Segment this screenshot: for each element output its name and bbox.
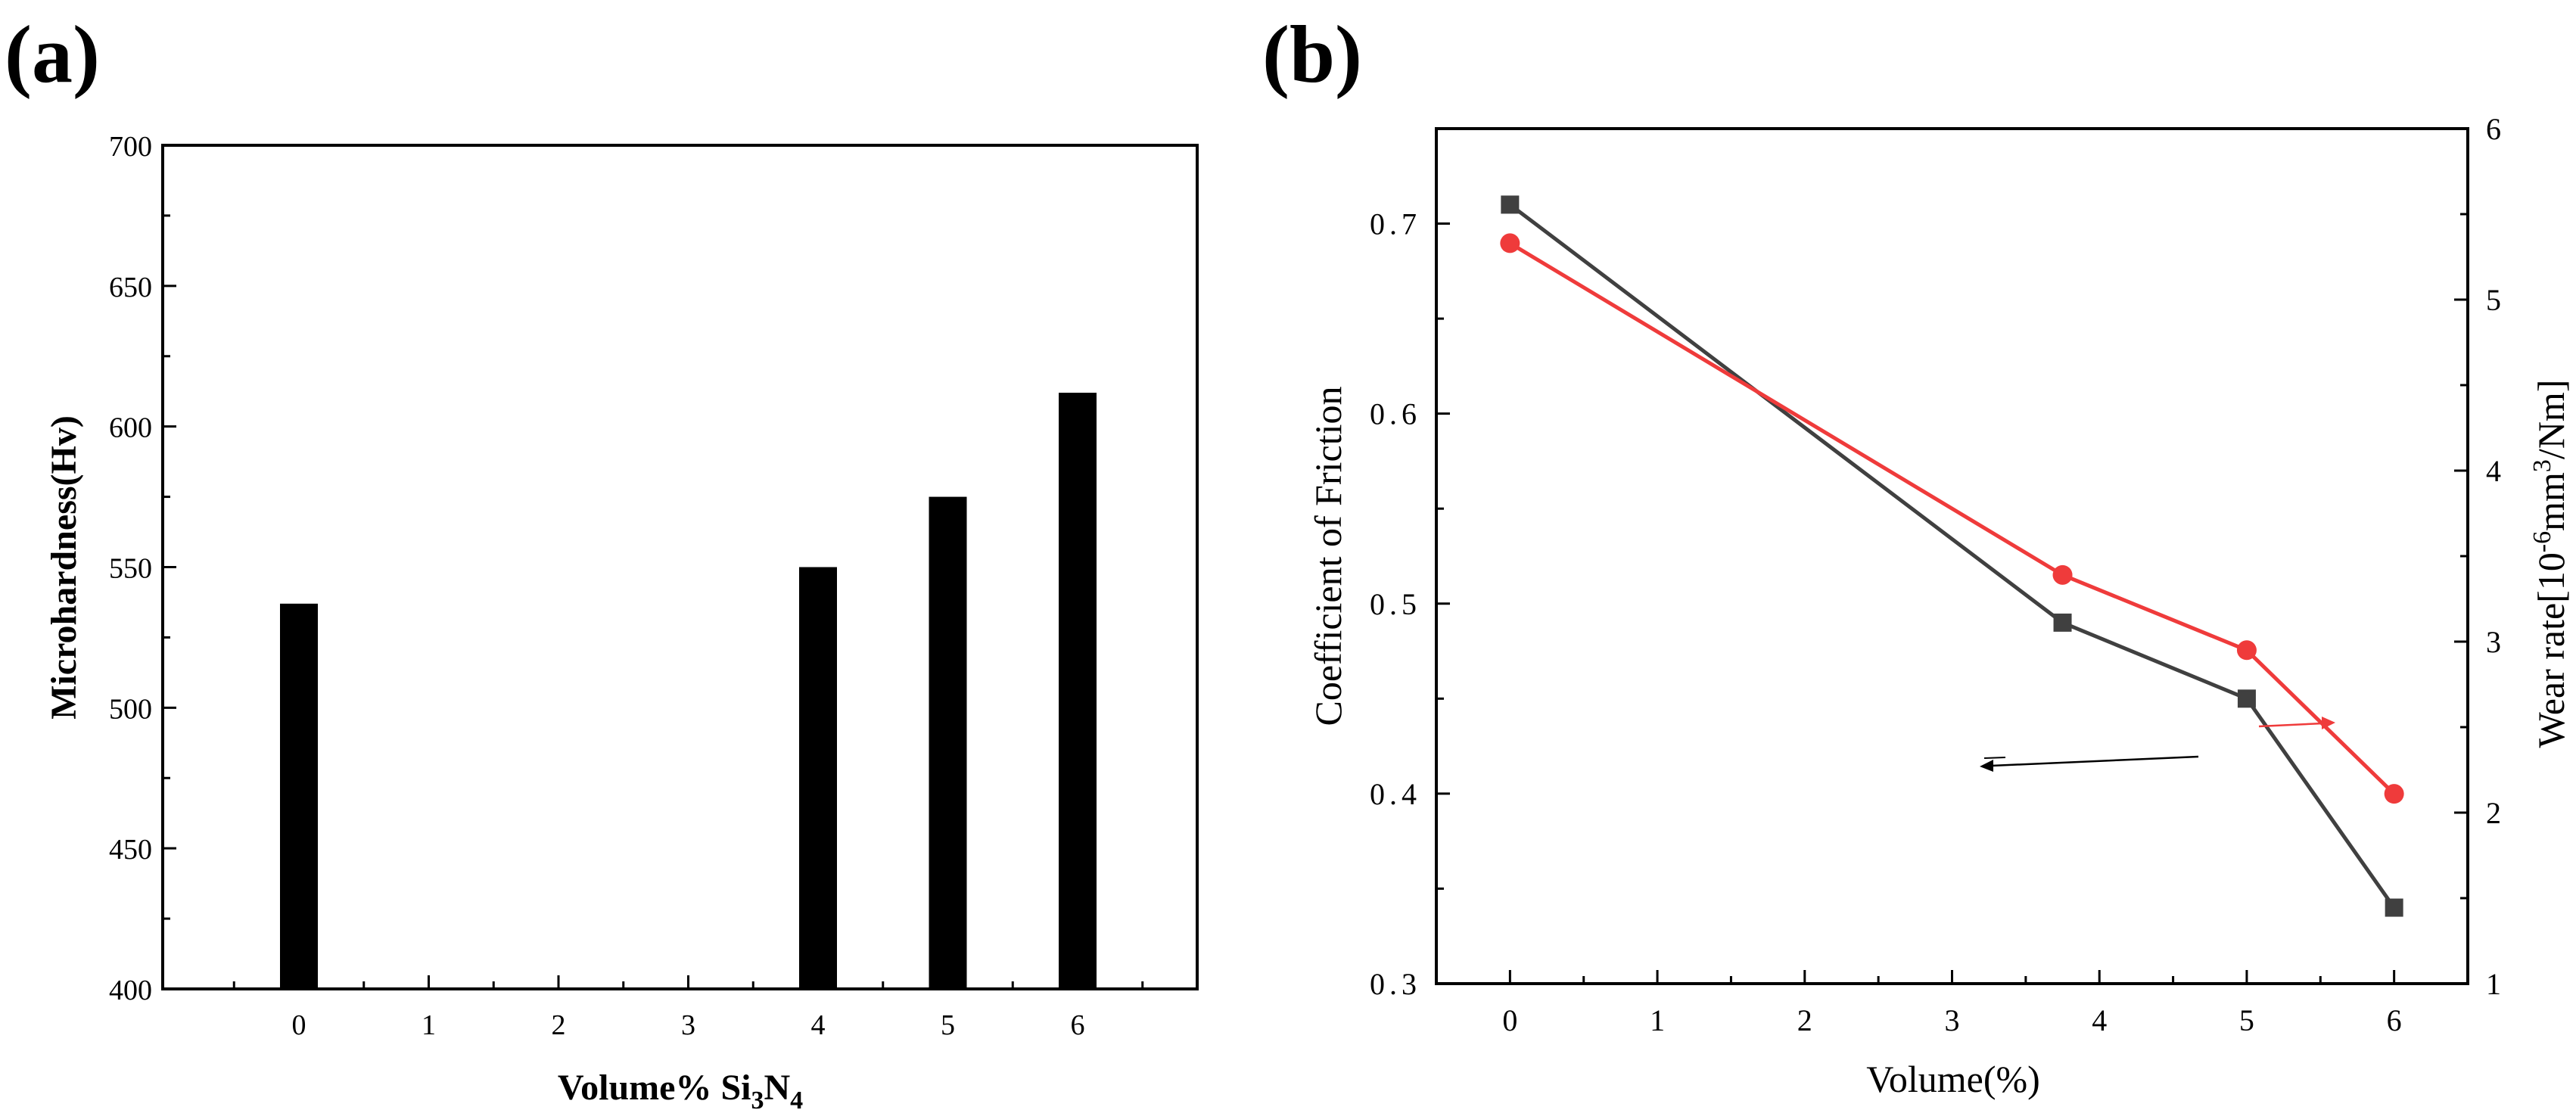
- right-tick-label: 1: [2486, 967, 2501, 1001]
- square-marker: [1501, 195, 1520, 214]
- right-tick-label: 6: [2486, 112, 2501, 146]
- x-label-sub1: 3: [751, 1087, 764, 1110]
- square-marker: [2237, 689, 2256, 708]
- y-tick-label: 600: [109, 412, 152, 444]
- y-tick-label: 550: [109, 553, 152, 585]
- right-label-sup1: -6: [2528, 531, 2556, 552]
- panel-b-right-axis-label: Wear rate[10-6mm3/Nm]: [2528, 380, 2572, 748]
- red-arrow-head: [2322, 717, 2335, 729]
- x-label-sub2: 4: [790, 1087, 803, 1110]
- left-tick-label: 0.6: [1370, 397, 1421, 431]
- panel-b-series: [1500, 195, 2404, 917]
- arrow-to-left-axis: [1983, 757, 2006, 759]
- x-tick-label: 4: [811, 1009, 826, 1041]
- circle-marker: [2052, 564, 2073, 585]
- panel-b-right-axis: 1 2 3 4 5 6: [2454, 112, 2501, 1001]
- x-tick-label: 5: [941, 1009, 955, 1041]
- square-marker: [2053, 613, 2072, 632]
- right-tick-label: 2: [2486, 796, 2501, 830]
- panel-b-x-axis-label: Volume(%): [1866, 1058, 2040, 1100]
- right-label-mid: mm: [2530, 472, 2572, 531]
- panel-a-y-axis: 400 450 500 550 600 650 700: [109, 131, 176, 1006]
- circle-marker: [2236, 640, 2257, 661]
- left-tick-label: 0.7: [1370, 207, 1421, 241]
- x-tick-label: 2: [552, 1009, 566, 1041]
- left-tick-label: 0.5: [1370, 587, 1421, 621]
- y-tick-label: 450: [109, 834, 152, 866]
- x-tick-label: 6: [2387, 1003, 2402, 1037]
- x-tick-label: 0: [1502, 1003, 1517, 1037]
- series-line-square: [1508, 203, 2396, 909]
- y-tick-label: 400: [109, 975, 152, 1006]
- panel-a-x-axis: 0 1 2 3 4 5 6: [232, 975, 1144, 1041]
- panel-a-y-axis-label: Microhardness(Hv): [44, 415, 84, 720]
- x-tick-label: 3: [681, 1009, 695, 1041]
- panel-b-label: (b): [1262, 10, 1362, 100]
- x-tick-label: 2: [1797, 1003, 1812, 1037]
- right-tick-label: 3: [2486, 625, 2501, 659]
- x-tick-label: 4: [2092, 1003, 2107, 1037]
- panel-a-x-axis-label: Volume% Si3N4: [558, 1068, 803, 1110]
- bar-6: [1059, 393, 1097, 989]
- black-arrow-shaft: [1991, 755, 2199, 767]
- x-tick-label: 1: [1650, 1003, 1665, 1037]
- bar-4: [799, 567, 837, 989]
- bar-5: [929, 496, 967, 989]
- x-tick-label: 6: [1071, 1009, 1085, 1041]
- panel-b-x-axis: 0 1 2 3 4 5 6: [1502, 970, 2402, 1037]
- x-tick-label: 0: [292, 1009, 306, 1041]
- right-tick-label: 4: [2486, 454, 2501, 488]
- left-tick-label: 0.3: [1370, 967, 1421, 1001]
- panel-b-left-axis-label: Coefficient of Friction: [1307, 387, 1349, 726]
- annotation-arrows: [1980, 717, 2335, 772]
- right-tick-label: 5: [2486, 283, 2501, 317]
- panel-a-plot-frame: [161, 144, 1199, 990]
- circle-marker: [1500, 233, 1520, 253]
- series-line-circle: [1509, 241, 2396, 795]
- bar-0: [280, 603, 318, 989]
- red-arrow-shaft: [2258, 722, 2324, 728]
- circle-marker: [2384, 784, 2404, 804]
- panel-a-bars: [280, 393, 1097, 989]
- x-tick-label: 5: [2239, 1003, 2254, 1037]
- panel-b-left-axis: 0.3 0.4 0.5 0.6 0.7: [1370, 127, 1450, 1001]
- right-label-sup2: 3: [2528, 459, 2556, 472]
- x-tick-label: 3: [1945, 1003, 1960, 1037]
- black-arrow-head: [1980, 760, 1993, 772]
- square-marker: [2385, 898, 2403, 917]
- x-tick-label: 1: [422, 1009, 436, 1041]
- y-tick-label: 500: [109, 693, 152, 725]
- left-tick-label: 0.4: [1370, 777, 1421, 811]
- x-label-mid: N: [764, 1068, 790, 1108]
- right-label-prefix: Wear rate[10: [2530, 552, 2572, 748]
- panel-a-label: (a): [5, 10, 100, 100]
- y-tick-label: 650: [109, 272, 152, 303]
- right-label-suffix: /Nm]: [2530, 380, 2572, 460]
- panel-b-plot-frame: [1435, 127, 2469, 985]
- y-tick-label: 700: [109, 131, 152, 163]
- x-label-prefix: Volume% Si: [558, 1068, 751, 1108]
